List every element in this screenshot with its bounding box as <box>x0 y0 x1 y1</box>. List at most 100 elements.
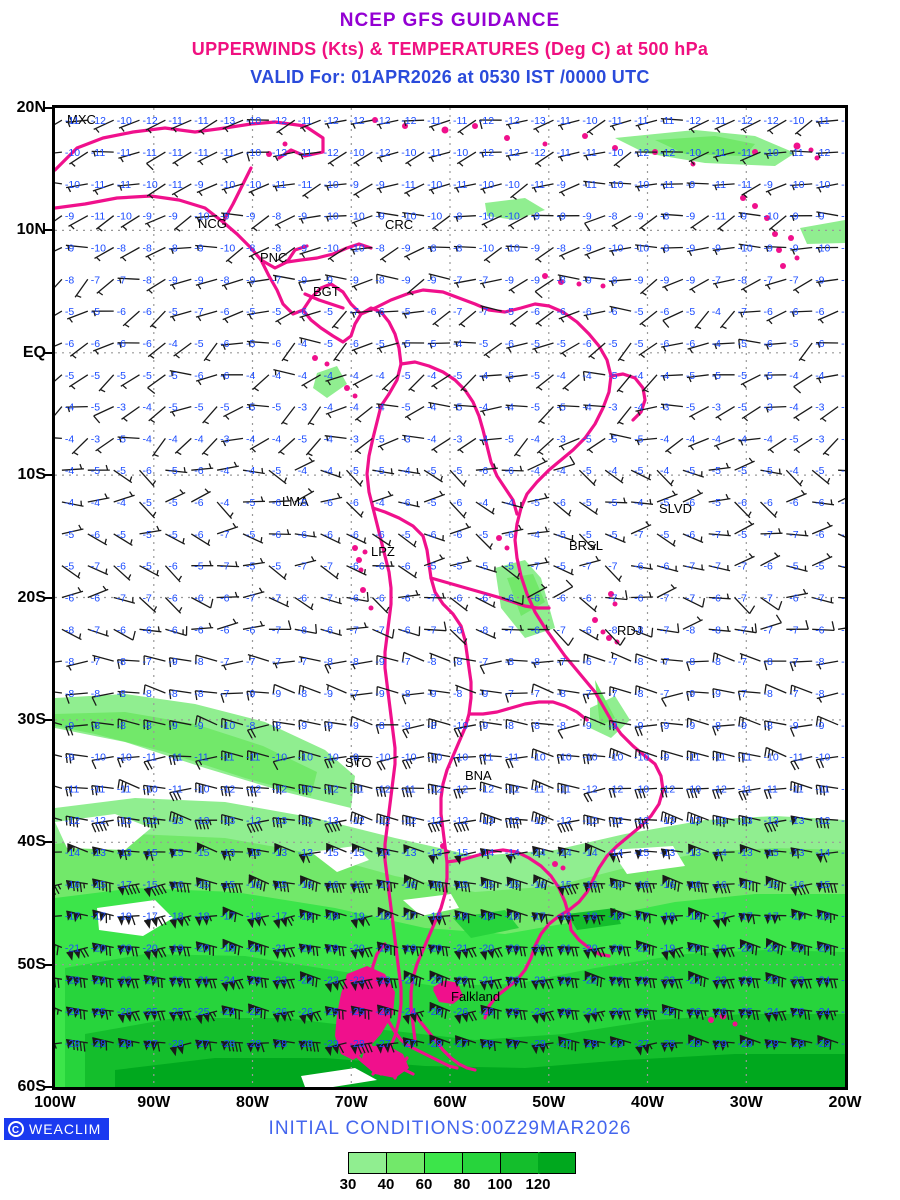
temperature-value: -5 <box>686 370 695 382</box>
lat-tick-label-50S: 50S <box>17 955 46 973</box>
temperature-value: -11 <box>272 179 287 191</box>
temperature-value: -5 <box>660 497 669 509</box>
temperature-value: -4 <box>841 433 845 445</box>
temperature-value: -6 <box>401 624 410 636</box>
lat-tick-label-60S: 60S <box>17 1078 46 1095</box>
temperature-value: -14 <box>531 847 546 859</box>
temperature-value: -6 <box>91 529 100 541</box>
temperature-value: -7 <box>91 561 100 573</box>
temperature-value: -18 <box>557 911 572 923</box>
temperature-value: -13 <box>117 815 132 827</box>
temperature-value: -26 <box>686 1006 701 1018</box>
temperature-value: -7 <box>738 624 747 636</box>
temperature-value: -11 <box>764 783 779 795</box>
temperature-value: -13 <box>194 815 209 827</box>
temperature-value: -22 <box>298 974 313 986</box>
temperature-value: -16 <box>298 879 313 891</box>
temperature-value: -17 <box>401 911 416 923</box>
colorbar-tick-60: 60 <box>415 1176 433 1193</box>
wind-speed-colorbar[interactable]: 30 40 60 80 100 120 <box>320 1152 580 1193</box>
temperature-value: -11 <box>220 147 235 159</box>
temperature-value: -8 <box>298 688 307 700</box>
temperature-value: -21 <box>298 943 313 955</box>
temperature-value: -9 <box>634 211 643 223</box>
temperature-value: -9 <box>65 243 74 255</box>
temperature-value: -23 <box>246 974 261 986</box>
temperature-value: -4 <box>194 433 203 445</box>
temperature-value: -11 <box>660 179 675 191</box>
temperature-value: -18 <box>453 911 468 923</box>
temperature-value: -7 <box>582 561 591 573</box>
temperature-value: -3 <box>401 433 410 445</box>
temperature-value: -10 <box>143 179 158 191</box>
temperature-value: -4 <box>479 370 488 382</box>
temperature-value: -5 <box>91 465 100 477</box>
temperature-value: -23 <box>375 974 390 986</box>
city-label-LPZ: LPZ <box>371 544 395 559</box>
temperature-value: -20 <box>582 943 597 955</box>
temperature-value: -6 <box>91 593 100 605</box>
temperature-value: -7 <box>143 593 152 605</box>
temperature-value: -12 <box>91 115 106 127</box>
temperature-value: -5 <box>738 529 747 541</box>
temperature-value: -28 <box>427 1038 442 1050</box>
temperature-value: -29 <box>324 1038 339 1050</box>
temperature-value: -11 <box>453 115 468 127</box>
temperature-value: -12 <box>427 815 442 827</box>
temperature-value: -4 <box>738 433 747 445</box>
temperature-value: -15 <box>815 879 830 891</box>
temperature-value: -21 <box>272 943 287 955</box>
temperature-value: -5 <box>168 465 177 477</box>
temperature-value: -7 <box>686 561 695 573</box>
temperature-value: -7 <box>738 688 747 700</box>
temperature-value: -6 <box>272 497 281 509</box>
temperature-value: -7 <box>531 561 540 573</box>
temperature-value: -25 <box>660 1006 675 1018</box>
temperature-value: -7 <box>660 656 669 668</box>
temperature-value: -12 <box>427 783 442 795</box>
colorbar-swatch-1 <box>386 1152 424 1174</box>
temperature-value: -27 <box>505 1038 520 1050</box>
temperature-value: -7 <box>660 624 669 636</box>
temperature-value: -4 <box>298 465 307 477</box>
temperature-value: -11 <box>65 783 80 795</box>
temperature-value: -18 <box>608 911 623 923</box>
temperature-value: -8 <box>531 720 540 732</box>
temperature-value: -12 <box>634 147 649 159</box>
temperature-value: -10 <box>634 783 649 795</box>
lat-tick-10S <box>44 474 52 477</box>
temperature-value: -6 <box>117 624 126 636</box>
temperature-value: -16 <box>660 879 675 891</box>
temperature-value: -7 <box>789 529 798 541</box>
city-label-BNA: BNA <box>465 768 492 783</box>
temperature-value: -20 <box>841 943 845 955</box>
temperature-value: -10 <box>764 147 779 159</box>
temperature-value: -7 <box>91 274 100 286</box>
temperature-value: -18 <box>841 911 845 923</box>
temperature-value: -8 <box>401 688 410 700</box>
temperature-value: -7 <box>272 274 281 286</box>
temperature-value: -17 <box>764 911 779 923</box>
temperature-value: -9 <box>427 688 436 700</box>
temperature-value: -7 <box>686 593 695 605</box>
temperature-value: -6 <box>789 306 798 318</box>
temperature-value: -25 <box>738 1006 753 1018</box>
temperature-value: -4 <box>712 306 721 318</box>
temperature-value: -22 <box>453 974 468 986</box>
temperature-value: -28 <box>91 1038 106 1050</box>
weaclim-logo[interactable]: C WEACLIM <box>4 1118 110 1140</box>
temperature-value: -9 <box>324 688 333 700</box>
temperature-value: -18 <box>815 911 830 923</box>
temperature-value: -15 <box>453 847 468 859</box>
temperature-value: -5 <box>272 402 281 414</box>
temperature-value: -8 <box>453 688 462 700</box>
initial-conditions-text: INITIAL CONDITIONS:00Z29MAR2026 <box>268 1118 632 1139</box>
temperature-value: -15 <box>350 847 365 859</box>
temperature-value: -13 <box>660 847 675 859</box>
temperature-value: -20 <box>91 943 106 955</box>
temperature-value: -8 <box>557 688 566 700</box>
temperature-value: -5 <box>634 306 643 318</box>
map-plot-area[interactable]: MXC NCG PNC CRC BGT LMA LPZ BRSL SLVD RD… <box>52 105 848 1090</box>
temperature-value: -12 <box>660 147 675 159</box>
temperature-value: -4 <box>65 402 74 414</box>
